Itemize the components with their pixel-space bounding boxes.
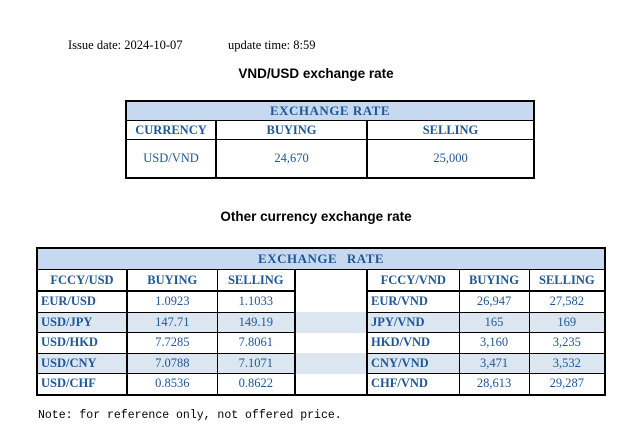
table-row: USD/VND 24,670 25,000 [125,139,535,179]
table-row: USD/CHF 0.8536 0.8622 CHF/VND 28,613 29,… [36,373,606,395]
other-col-fccy-usd: FCCY/USD [36,269,128,292]
table-row: USD/CNY 7.0788 7.1071 CNY/VND 3,471 3,53… [36,352,606,374]
left-selling: 7.1071 [216,352,296,374]
other-col-right-selling: SELLING [528,269,606,292]
left-buying: 7.7285 [126,332,218,354]
right-selling: 29,287 [528,373,606,395]
issue-date-label: Issue date: 2024-10-07 [68,38,183,52]
gap-cell [294,353,368,374]
right-pair: JPY/VND [366,311,460,333]
right-selling: 27,582 [528,290,606,313]
left-selling: 149.19 [216,311,296,333]
right-selling: 3,532 [528,352,606,374]
other-col-left-buying: BUYING [126,269,218,292]
other-table-title: Other currency exchange rate [220,209,412,224]
right-buying: 26,947 [458,290,530,313]
right-buying: 3,471 [458,352,530,374]
right-pair: HKD/VND [366,332,460,354]
left-pair: EUR/USD [36,290,128,313]
gap-cell [294,269,368,291]
usd-col-currency: CURRENCY [125,120,217,140]
table-row: USD/JPY 147.71 149.19 JPY/VND 165 169 [36,311,606,333]
update-time-label: update time: 8:59 [228,38,316,52]
left-pair: USD/HKD [36,332,128,354]
left-selling: 7.8061 [216,332,296,354]
usd-col-selling: SELLING [366,120,535,140]
right-buying: 28,613 [458,373,530,395]
left-pair: USD/JPY [36,311,128,333]
right-buying: 3,160 [458,332,530,354]
right-selling: 169 [528,311,606,333]
right-buying: 165 [458,311,530,333]
document-header: Issue date: 2024-10-07 update time: 8:59 [0,38,632,56]
right-pair: CHF/VND [366,373,460,395]
gap-cell [294,373,368,395]
usd-row-currency: USD/VND [125,139,217,179]
table-row: USD/HKD 7.7285 7.8061 HKD/VND 3,160 3,23… [36,332,606,354]
left-selling: 1.1033 [216,290,296,313]
usd-table-title: VND/USD exchange rate [238,66,394,81]
left-buying: 1.0923 [126,290,218,313]
other-col-left-selling: SELLING [216,269,296,292]
note: Note: for reference only, not offered pr… [38,409,342,422]
left-buying: 0.8536 [126,373,218,395]
usd-table-banner: EXCHANGE RATE [125,100,535,121]
left-buying: 147.71 [126,311,218,333]
usd-row-buying: 24,670 [215,139,368,179]
left-pair: USD/CHF [36,373,128,395]
gap-cell [294,291,368,312]
table-row: EUR/USD 1.0923 1.1033 EUR/VND 26,947 27,… [36,290,606,313]
right-pair: CNY/VND [366,352,460,374]
left-selling: 0.8622 [216,373,296,395]
usd-col-buying: BUYING [215,120,368,140]
other-exchange-rate-table: EXCHANGE RATE FCCY/USD BUYING SELLING FC… [36,247,607,396]
right-selling: 3,235 [528,332,606,354]
gap-cell [294,312,368,333]
gap-cell [294,332,368,353]
usd-exchange-rate-table: EXCHANGE RATE CURRENCY BUYING SELLING US… [125,100,535,179]
left-pair: USD/CNY [36,352,128,374]
usd-row-selling: 25,000 [366,139,535,179]
other-col-fccy-vnd: FCCY/VND [366,269,460,292]
left-buying: 7.0788 [126,352,218,374]
other-table-banner: EXCHANGE RATE [36,247,606,270]
right-pair: EUR/VND [366,290,460,313]
other-col-right-buying: BUYING [458,269,530,292]
